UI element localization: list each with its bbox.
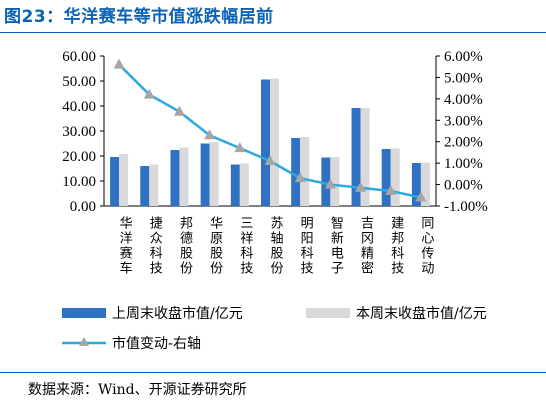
right-tick-label: 1.00% [444,156,483,172]
right-tick-label: 5.00% [444,70,483,86]
source-divider [0,372,546,373]
bar-series1 [261,79,270,206]
category-label: 明阳科技 [298,216,314,276]
category-label: 苏轴股份 [268,215,284,276]
chart-title: 图23：华洋赛车等市值涨跌幅居前 [4,7,274,27]
change-marker [113,58,125,69]
right-tick-label: 2.00% [444,135,483,151]
bar-series1 [200,143,210,206]
change-marker [415,191,427,202]
category-labels: 华洋赛车 捷众科技 邦德股份 华原股份 三祥科技 苏轴股份 明阳科技 智新电子 吉冈精密 建邦科技… [117,215,434,276]
bar-series2 [209,142,219,206]
bars [110,78,430,206]
change-marker [264,155,276,165]
source-note: 数据来源：Wind、开源证券研究所 [28,382,247,398]
right-tick-label: 0.00% [444,178,483,194]
legend-swatch-series1 [62,308,106,318]
title-divider [0,32,546,33]
legend-label-series3: 市值变动-右轴 [112,335,201,352]
left-tick-label: 10.00 [62,174,96,190]
left-tick-label: 50.00 [62,74,96,90]
bar-series2 [119,154,129,206]
legend-label-series1: 上周末收盘市值/亿元 [112,305,243,322]
bar-series2 [300,137,310,206]
bar-series1 [170,150,180,206]
bar-series2 [330,157,340,206]
legend-swatch-series2 [306,308,350,318]
bar-series2 [149,164,159,206]
category-label: 同心传动 [418,216,434,276]
left-tick-label: 30.00 [62,124,96,140]
bar-series2 [270,78,279,206]
category-label: 吉冈精密 [358,216,374,276]
change-marker [385,185,397,195]
change-marker [324,178,336,189]
change-marker [204,129,216,140]
category-label: 捷众科技 [147,216,163,276]
left-tick-label: 20.00 [62,149,96,165]
bar-series2 [390,148,400,206]
bar-series1 [321,157,331,206]
legend-label-series2: 本周末收盘市值/亿元 [356,305,487,322]
left-tick-label: 0.00 [70,199,96,215]
bar-series1 [351,108,361,206]
category-label: 建邦科技 [388,216,404,276]
left-axis-ticks: 0.00 10.00 20.00 30.00 40.00 50.00 60.00 [62,49,104,215]
bar-series1 [411,163,421,206]
left-tick-label: 40.00 [62,99,96,115]
right-tick-label: -1.00% [444,199,488,215]
bar-series1 [110,157,120,206]
change-line [113,58,427,202]
right-tick-label: 3.00% [444,113,483,129]
bar-line-chart: 0.00 10.00 20.00 30.00 40.00 50.00 60.00 -1.00… [62,49,488,352]
category-label: 邦德股份 [177,216,193,276]
bar-series1 [140,166,150,206]
change-marker [173,105,185,116]
legend: 上周末收盘市值/亿元 本周末收盘市值/亿元 市值变动-右轴 [62,305,487,352]
change-marker [143,88,155,99]
left-tick-label: 60.00 [62,49,96,65]
category-label: 华洋赛车 [117,216,133,276]
change-marker [355,181,367,192]
right-axis-ticks: -1.00% 0.00% 1.00% 2.00% 3.00% 4.00% 5.00% 6.00… [436,49,488,215]
change-marker [234,142,246,153]
bar-series2 [360,108,370,206]
change-marker [294,172,306,183]
bar-series2 [239,163,249,206]
bar-series1 [381,149,391,206]
bar-series1 [291,138,301,206]
bar-series2 [420,162,430,206]
category-label: 智新电子 [328,216,344,276]
bar-series1 [230,164,240,206]
legend-marker-series3 [79,337,89,346]
category-label: 三祥科技 [237,216,253,276]
right-tick-label: 4.00% [444,92,483,108]
bar-series2 [179,147,189,206]
right-tick-label: 6.00% [444,49,483,65]
category-label: 华原股份 [207,216,223,276]
